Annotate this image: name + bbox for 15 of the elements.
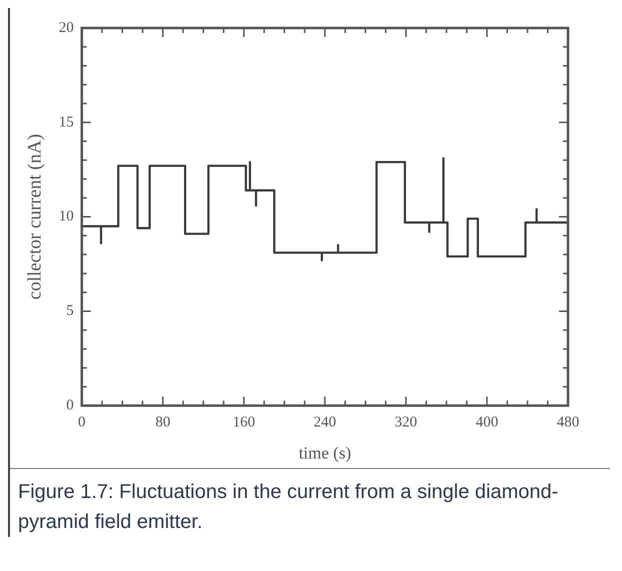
x-tick-label: 400 bbox=[476, 414, 498, 431]
x-tick-label: 320 bbox=[394, 414, 418, 431]
y-tick-label: 20 bbox=[58, 20, 74, 36]
x-tick-label: 0 bbox=[78, 414, 86, 431]
x-axis-title: time (s) bbox=[298, 443, 352, 462]
y-tick-label: 5 bbox=[66, 303, 74, 320]
y-axis-title: collector current (nA) bbox=[24, 134, 46, 300]
x-tick-label: 80 bbox=[155, 414, 170, 431]
y-tick-label: 0 bbox=[66, 398, 74, 414]
x-tick-label: 240 bbox=[314, 414, 336, 431]
x-tick-label: 480 bbox=[556, 414, 580, 431]
y-tick-label: 10 bbox=[58, 208, 74, 225]
x-tick-label: 160 bbox=[232, 414, 256, 431]
y-tick-label: 15 bbox=[58, 114, 74, 130]
caption: Figure 1.7: Fluctuations in the current from a single diamond-pyramid field emitter. bbox=[18, 480, 560, 535]
